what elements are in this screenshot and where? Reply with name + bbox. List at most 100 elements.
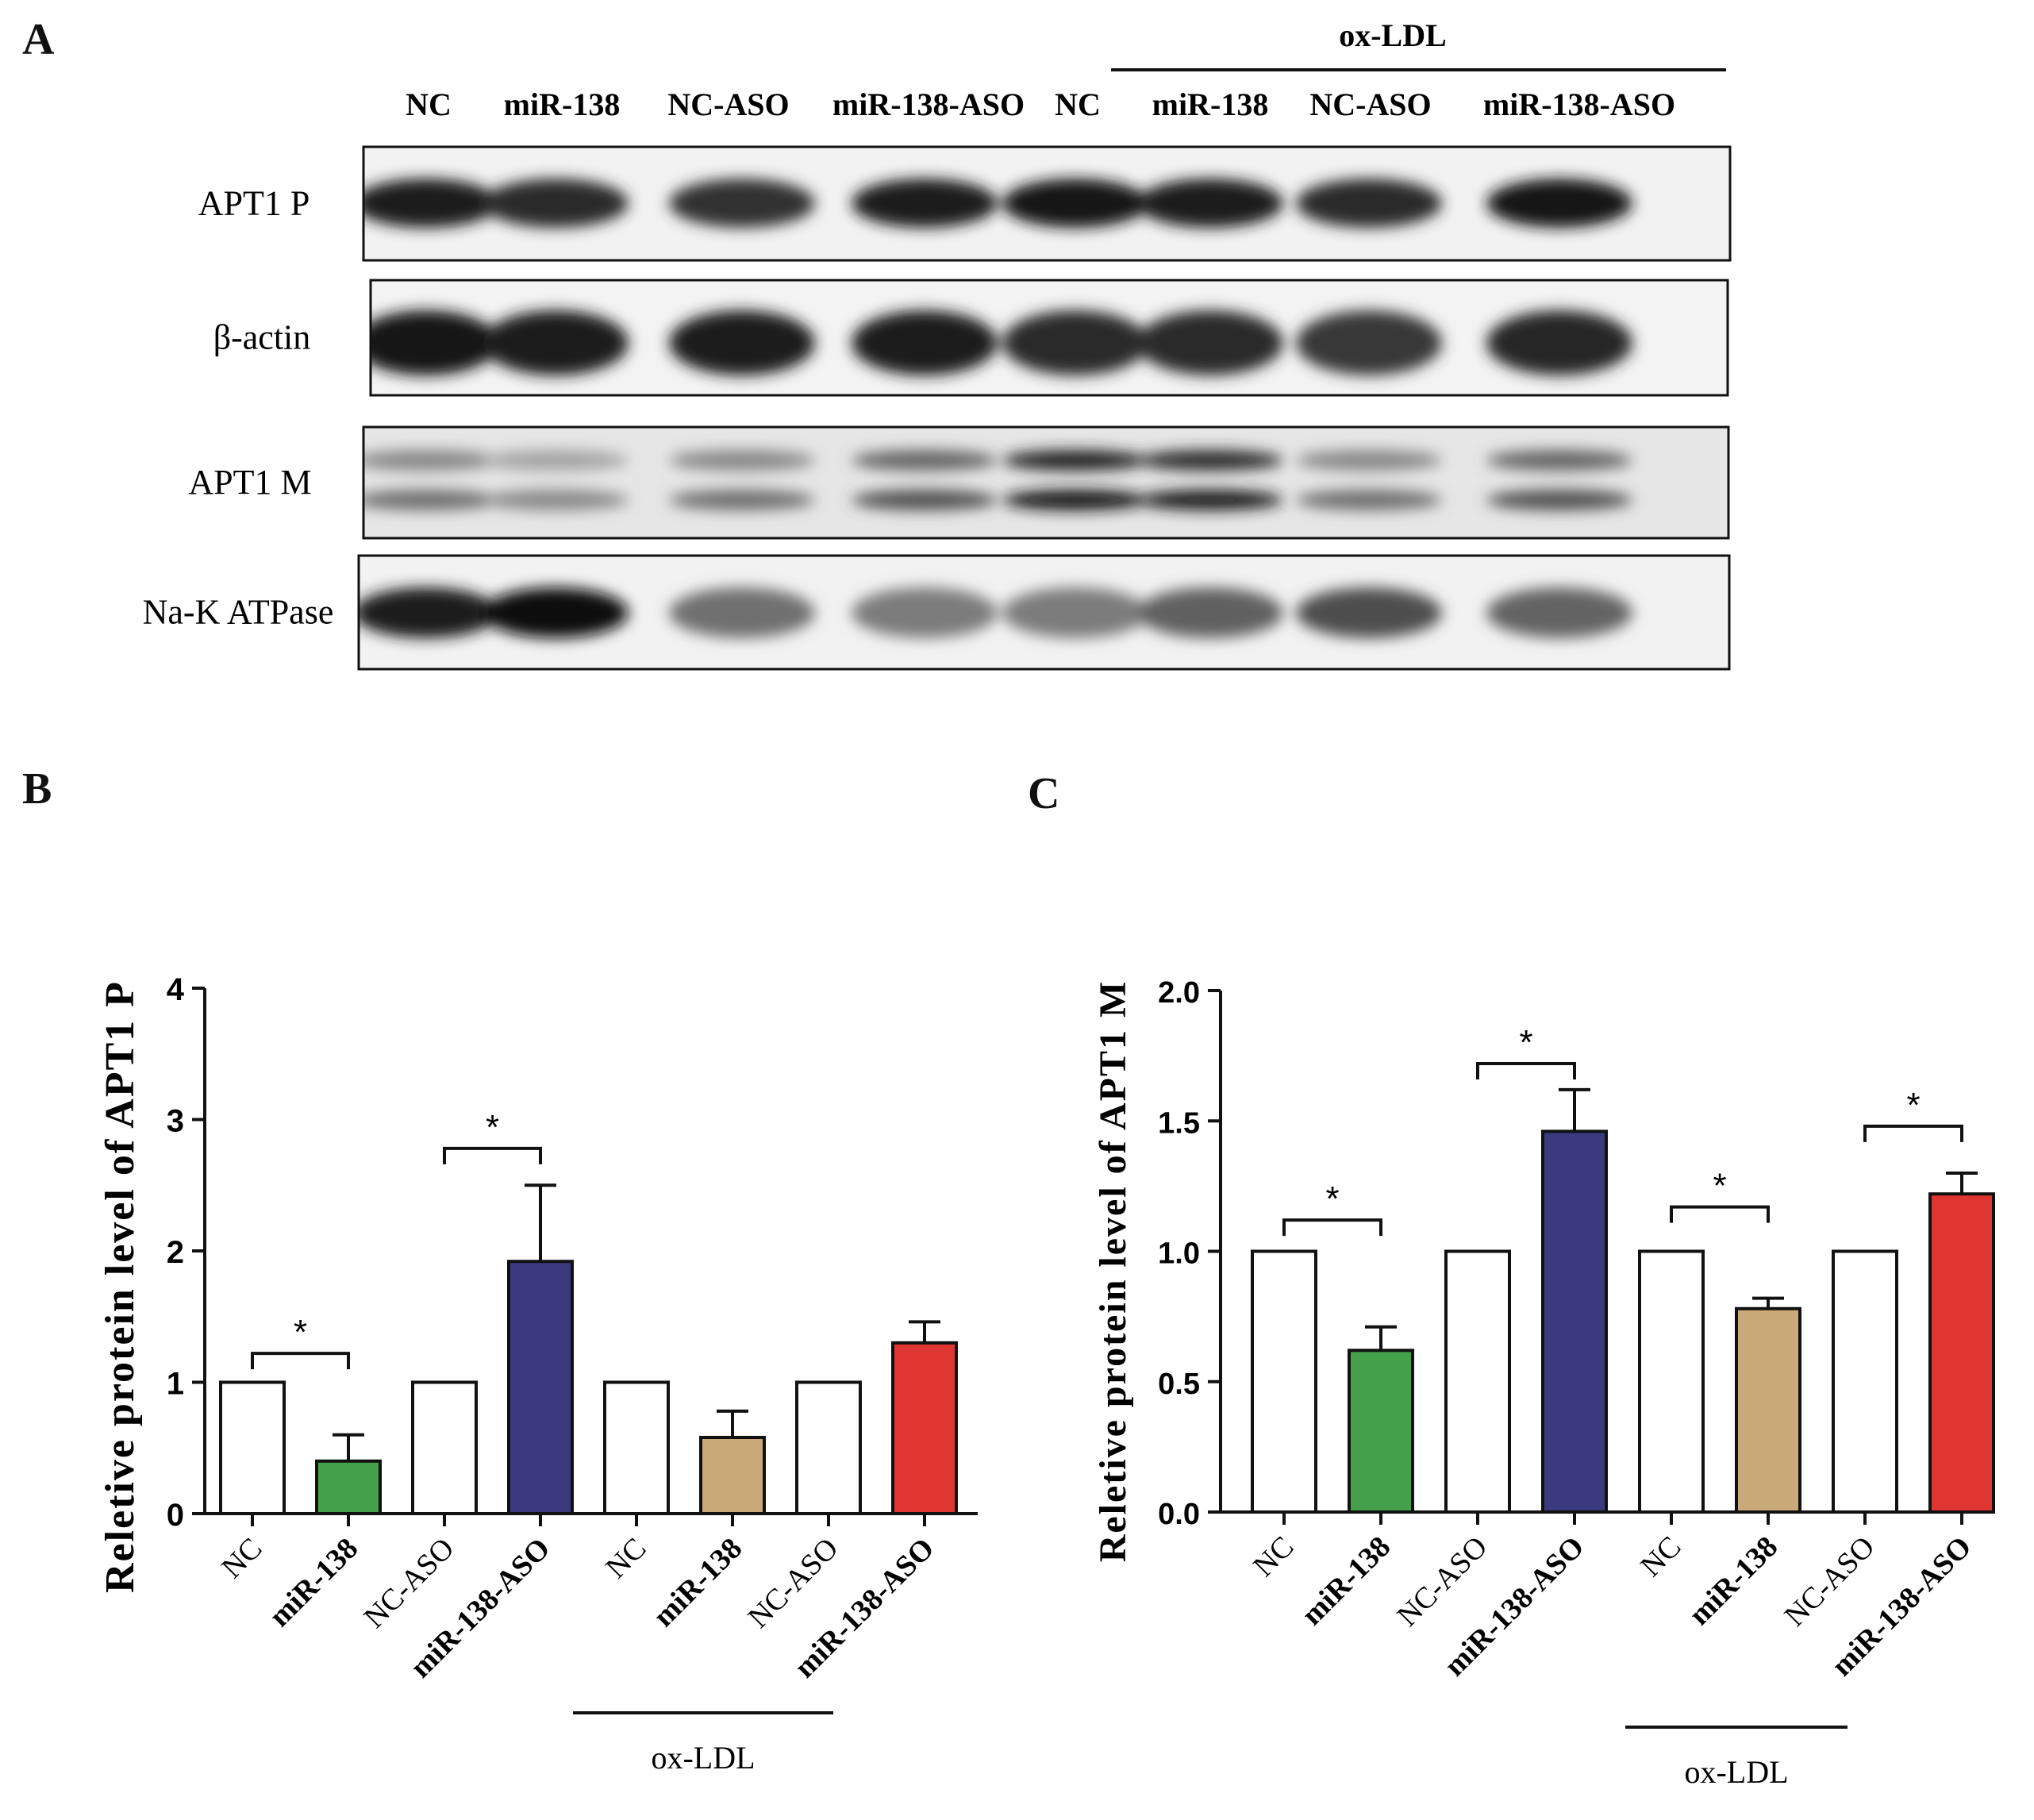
y-tick-label: 2 xyxy=(167,1235,184,1270)
blot-row-label: APT1 P xyxy=(198,184,310,223)
x-category-label: miR-138 xyxy=(1295,1530,1397,1632)
blot-band xyxy=(483,587,629,638)
blot-row: Na-K ATPase xyxy=(143,554,1731,671)
blot-frame xyxy=(362,425,1730,540)
panel-label-b: B xyxy=(22,764,52,814)
ox-ldl-group-label: ox-LDL xyxy=(1684,1754,1788,1790)
blot-band xyxy=(1002,587,1148,638)
blot-ox-ldl-label: ox-LDL xyxy=(1339,17,1447,53)
y-axis-title: Reletive protein level of APT1 P xyxy=(98,980,143,1593)
blot-band xyxy=(1137,450,1283,471)
significance-bracket xyxy=(251,1352,350,1370)
blot-band xyxy=(669,450,815,471)
bar xyxy=(1928,1192,1995,1514)
x-category-label: miR-138 xyxy=(263,1532,364,1633)
blot-band xyxy=(669,310,815,375)
bar xyxy=(699,1436,766,1516)
blot-band xyxy=(852,490,998,510)
significance-bracket xyxy=(1476,1061,1576,1079)
blot-membrane xyxy=(363,427,1728,538)
x-category-label: NC xyxy=(1247,1530,1300,1583)
bar xyxy=(507,1260,574,1515)
blot-band xyxy=(1137,587,1283,638)
blot-band xyxy=(1296,310,1442,375)
blot-row: APT1 P xyxy=(198,145,1732,262)
blot-lane-label: NC xyxy=(406,87,452,122)
y-tick-label: 0.5 xyxy=(1158,1368,1200,1401)
blot-lane-label: miR-138 xyxy=(1152,87,1269,122)
y-tick-label: 1.0 xyxy=(1158,1237,1200,1271)
blot-band xyxy=(363,490,499,510)
blot-band xyxy=(1486,450,1632,471)
y-tick-label: 1 xyxy=(167,1367,184,1402)
bar xyxy=(411,1380,478,1515)
blot-row: β-actin xyxy=(213,279,1729,397)
bar xyxy=(1444,1249,1511,1514)
significance-star: * xyxy=(1906,1086,1920,1125)
blot-band xyxy=(1486,490,1632,510)
blot-band xyxy=(1296,587,1442,638)
blot-band xyxy=(1137,179,1283,228)
blot-band xyxy=(1002,179,1148,228)
blot-band xyxy=(363,450,499,471)
bar xyxy=(315,1459,382,1516)
x-category-label: NC xyxy=(1634,1530,1687,1583)
blot-band xyxy=(852,179,998,228)
blot-band xyxy=(371,310,499,375)
significance-bracket xyxy=(1670,1205,1770,1223)
blot-band xyxy=(1002,310,1148,375)
significance-star: * xyxy=(1519,1023,1532,1062)
panel-label-c: C xyxy=(1028,769,1060,818)
blot-band xyxy=(483,490,629,510)
blot-band xyxy=(852,587,998,638)
blot-band xyxy=(852,310,998,375)
blot-frame xyxy=(362,145,1732,262)
x-category-label: NC-ASO xyxy=(1778,1530,1882,1633)
significance-star: * xyxy=(1713,1167,1726,1206)
significance-bracket xyxy=(1863,1124,1963,1142)
blot-band xyxy=(359,587,499,638)
blot-lane-label: miR-138 xyxy=(504,87,621,122)
blot-row-label: Na-K ATPase xyxy=(143,593,334,632)
blot-band xyxy=(1137,490,1283,510)
blot-row-label: β-actin xyxy=(213,318,311,357)
significance-bracket xyxy=(1282,1218,1382,1237)
blot-band xyxy=(1486,310,1632,375)
bar-chart-apt1-m: 0.0 0.5 1.0 1.5 2.0 Reletive protein level of… xyxy=(1092,976,1995,1790)
bar xyxy=(603,1380,670,1515)
blot-lane-label: miR-138-ASO xyxy=(832,87,1025,122)
bar xyxy=(891,1341,958,1515)
blot-band xyxy=(669,490,815,510)
blot-band xyxy=(1137,310,1283,375)
bar xyxy=(1251,1249,1317,1514)
blot-row: APT1 M xyxy=(188,425,1730,540)
blot-band xyxy=(483,450,629,471)
bar xyxy=(219,1380,286,1515)
y-tick-label: 3 xyxy=(167,1104,184,1139)
blot-band xyxy=(669,179,815,228)
bar xyxy=(1832,1249,1898,1514)
bar xyxy=(1735,1306,1801,1514)
blot-frame xyxy=(369,279,1729,397)
blot-band xyxy=(1486,587,1632,638)
blot-band xyxy=(852,450,998,471)
blot-band xyxy=(363,179,499,228)
x-category-label: miR-138 xyxy=(1682,1530,1784,1632)
blot-band xyxy=(1296,490,1442,510)
y-axis-title: Reletive protein level of APT1 M xyxy=(1092,980,1134,1563)
bar xyxy=(1638,1249,1705,1514)
blot-band xyxy=(1002,450,1148,471)
western-blot-panel: ox-LDL NC miR-138 NC-ASO miR-138-ASO NC miR-13… xyxy=(143,17,1732,671)
y-tick-label: 0 xyxy=(167,1498,184,1533)
blot-band xyxy=(483,179,629,228)
y-tick-label: 2.0 xyxy=(1158,976,1200,1010)
x-category-label: NC-ASO xyxy=(1391,1530,1494,1633)
y-tick-label: 0.0 xyxy=(1158,1498,1200,1531)
panel-label-a: A xyxy=(22,15,55,64)
bar xyxy=(1348,1349,1414,1514)
significance-star: * xyxy=(486,1108,499,1147)
significance-star: * xyxy=(294,1313,307,1352)
blot-lane-label: miR-138-ASO xyxy=(1483,87,1675,122)
blot-row-label: APT1 M xyxy=(188,463,311,502)
